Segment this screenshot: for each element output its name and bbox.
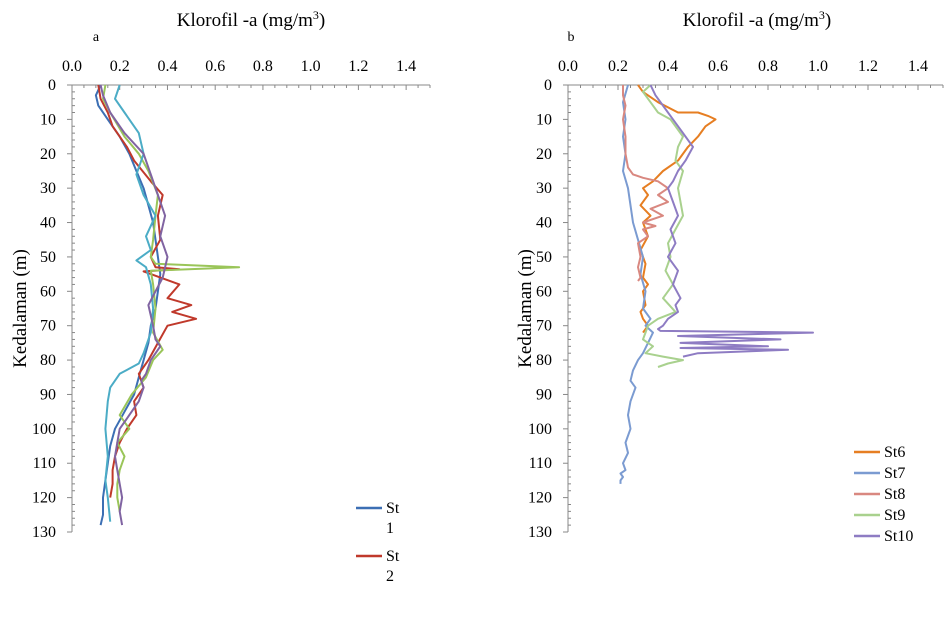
y-tick-label: 0	[544, 77, 552, 94]
x-tick-label: 0.0	[558, 58, 578, 75]
x-tick-label: 0.2	[110, 58, 130, 75]
x-tick-label: 0.0	[62, 58, 82, 75]
y-tick-label: 50	[536, 249, 552, 266]
y-tick-label: 70	[536, 318, 552, 335]
legend-label: St6	[884, 444, 905, 461]
panel-label: a	[93, 30, 100, 45]
x-tick-label: 0.8	[253, 58, 273, 75]
x-tick-label: 1.2	[858, 58, 878, 75]
legend-label: St	[386, 548, 400, 565]
series-line-5	[99, 84, 169, 526]
panel-label: b	[568, 30, 575, 45]
y-tick-label: 60	[40, 283, 56, 300]
series-line-2	[619, 84, 654, 484]
y-tick-label: 100	[32, 421, 56, 438]
y-axis-title: Kedalaman (m)	[10, 249, 31, 368]
legend-label-line2: 2	[386, 568, 394, 585]
panel-a: 0.0 0.2 0.4 0.6 0.8 1.0 1.2 1.4 0 10 20 30 40 50 60 70 8…	[10, 8, 431, 585]
y-tick-label: 40	[40, 215, 56, 232]
y-tick-label: 130	[528, 524, 552, 541]
series-line-3	[622, 85, 669, 282]
x-tick-label: 0.6	[708, 58, 728, 75]
x-tick-label: 1.0	[808, 58, 828, 75]
x-tick-label: 0.6	[205, 58, 225, 75]
y-tick-label: 90	[536, 386, 552, 403]
x-axis-title: Klorofil -a (mg/m3)	[683, 8, 831, 31]
series-line-4	[642, 84, 684, 368]
x-axis-title: Klorofil -a (mg/m3)	[177, 8, 325, 31]
y-tick-label: 0	[48, 77, 56, 94]
y-tick-label: 40	[536, 215, 552, 232]
y-tick-label: 130	[32, 524, 56, 541]
y-tick-label: 100	[528, 421, 552, 438]
series-line-1	[94, 84, 162, 526]
x-tick-label: 1.2	[348, 58, 368, 75]
series-line-3	[102, 84, 241, 512]
y-tick-label: 50	[40, 249, 56, 266]
y-tick-label: 120	[528, 490, 552, 507]
y-tick-label: 90	[40, 386, 56, 403]
y-tick-label: 80	[536, 352, 552, 369]
x-tick-label: 0.8	[758, 58, 778, 75]
panel-b: 0.0 0.2 0.4 0.6 0.8 1.0 1.2 1.4 0 10 20 30 40 50 60 70 8…	[515, 8, 944, 545]
y-axis-title: Kedalaman (m)	[515, 249, 536, 368]
legend-label: St10	[884, 528, 913, 545]
x-tick-label: 0.4	[658, 58, 678, 75]
y-tick-label: 80	[40, 352, 56, 369]
x-tick-label: 1.4	[396, 58, 416, 75]
series-line-5	[649, 84, 814, 358]
y-tick-label: 110	[33, 455, 56, 472]
y-tick-label: 10	[536, 111, 552, 128]
y-tick-label: 70	[40, 318, 56, 335]
legend-label: St9	[884, 507, 905, 524]
y-tick-label: 30	[40, 180, 56, 197]
legend-label-line2: 1	[386, 520, 394, 537]
legend-label: St8	[884, 486, 905, 503]
legend-label: St7	[884, 465, 905, 482]
y-tick-label: 60	[536, 283, 552, 300]
legend-label: St	[386, 500, 400, 517]
y-tick-label: 20	[40, 146, 56, 163]
y-tick-label: 20	[536, 146, 552, 163]
x-tick-label: 1.4	[908, 58, 928, 75]
x-tick-label: 0.2	[608, 58, 628, 75]
y-tick-label: 120	[32, 490, 56, 507]
x-tick-label: 0.4	[157, 58, 177, 75]
y-tick-label: 10	[40, 111, 56, 128]
y-tick-label: 110	[529, 455, 552, 472]
series-line-4	[104, 84, 157, 522]
y-tick-label: 30	[536, 180, 552, 197]
x-tick-label: 1.0	[301, 58, 321, 75]
